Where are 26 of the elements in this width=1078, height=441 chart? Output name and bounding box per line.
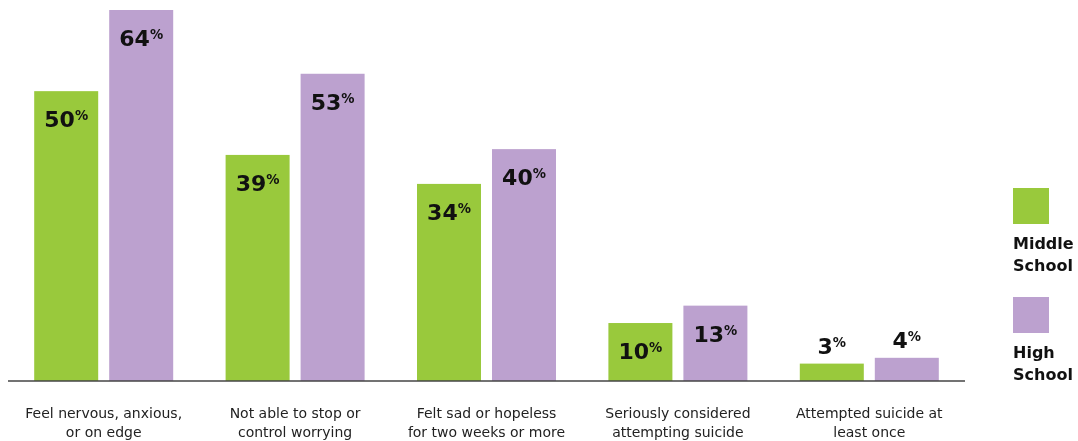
data-label: 64$^{%}$ <box>119 26 164 51</box>
bar <box>300 73 365 381</box>
legend-label: High School <box>1013 343 1073 384</box>
x-tick-label: Feel nervous, anxious, or on edge <box>25 405 183 440</box>
data-label: 34$^{%}$ <box>427 199 471 225</box>
bar <box>34 91 99 381</box>
bar <box>109 10 174 381</box>
x-tick-label: Seriously considered attempting suicide <box>605 405 751 440</box>
data-label: 50$^{%}$ <box>44 107 89 133</box>
data-label: 53$^{%}$ <box>310 89 355 115</box>
bar <box>874 357 939 381</box>
data-label: 3$^{%}$ <box>817 333 847 359</box>
data-label: 40$^{%}$ <box>502 165 546 191</box>
bar <box>799 363 864 381</box>
x-tick-label: Felt sad or hopeless for two weeks or more <box>407 405 566 440</box>
bar <box>492 149 556 381</box>
data-label: 39$^{%}$ <box>235 170 280 196</box>
data-label: 4$^{%}$ <box>892 327 922 353</box>
bar <box>225 154 290 381</box>
legend-label: Middle School <box>1013 234 1074 275</box>
bar <box>417 183 481 381</box>
data-label: 10$^{%}$ <box>618 339 663 365</box>
data-label: 13$^{%}$ <box>693 321 738 347</box>
x-tick-label: Not able to stop or control worrying <box>229 405 361 440</box>
x-tick-label: Attempted suicide at least once <box>796 405 944 440</box>
bar <box>683 305 748 381</box>
